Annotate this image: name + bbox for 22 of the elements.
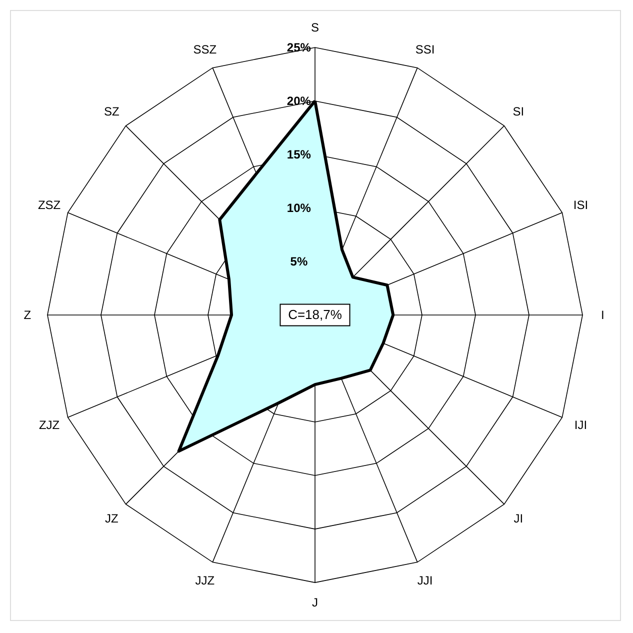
spoke-label: Z: [24, 308, 32, 322]
spoke-label: SSZ: [193, 42, 217, 56]
y-tick-label: 15%: [286, 147, 312, 162]
spoke-label: I: [600, 308, 604, 322]
spoke-label: JJZ: [195, 574, 215, 588]
y-tick-label: 10%: [286, 200, 312, 215]
y-tick-label: 5%: [290, 254, 308, 268]
spoke-label: J: [312, 596, 318, 610]
spoke-label: JI: [514, 511, 524, 526]
spoke-label: SZ: [104, 104, 120, 119]
spoke-label: IJI: [574, 418, 588, 432]
spoke-label: SI: [512, 104, 524, 119]
y-tick-label: 25%: [286, 40, 312, 54]
spoke-label: S: [310, 20, 320, 34]
y-tick-label: 20%: [286, 94, 312, 108]
spoke-label: ZSZ: [38, 198, 61, 212]
spoke-label: JZ: [104, 511, 118, 526]
text: C=18,7%: [288, 307, 342, 322]
spoke-label: ISI: [573, 198, 588, 212]
spoke-label: JJI: [417, 574, 433, 588]
spoke-label: ZJZ: [38, 418, 60, 432]
spoke-label: SSI: [415, 42, 435, 56]
